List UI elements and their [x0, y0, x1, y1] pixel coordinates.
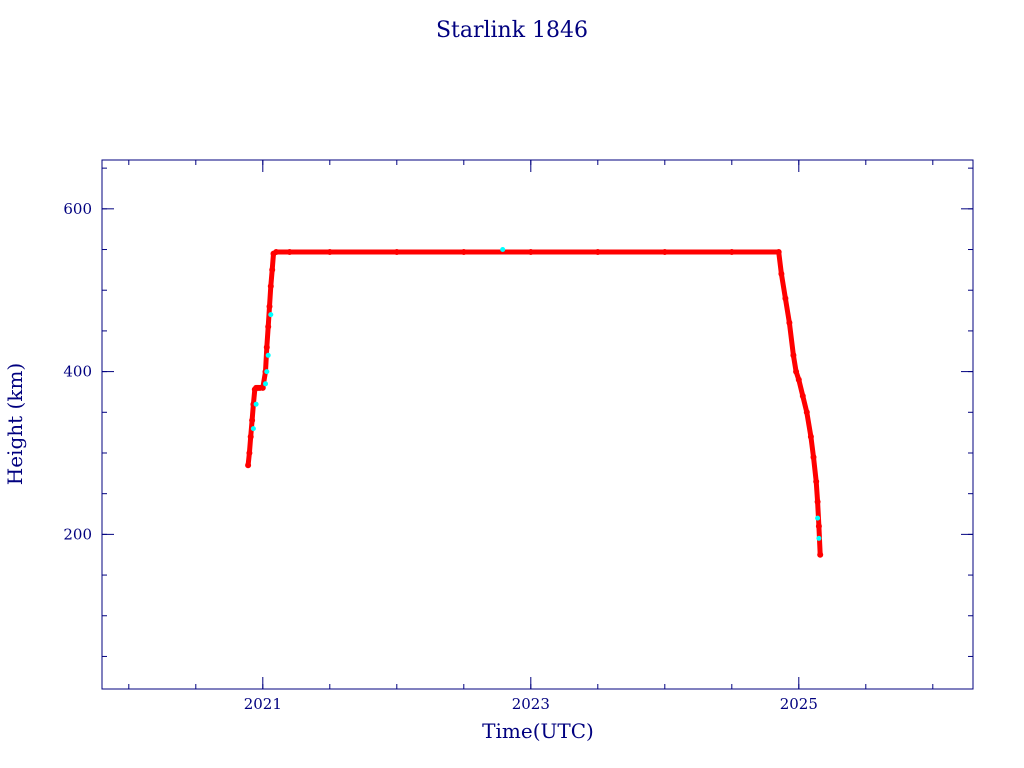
- data-point: [269, 266, 276, 273]
- major-ticks: [102, 160, 973, 689]
- minor-ticks: [102, 160, 973, 689]
- data-point: [795, 376, 802, 383]
- data-point: [814, 498, 821, 505]
- chart-title: Starlink 1846: [436, 18, 588, 43]
- data-point: [265, 352, 271, 358]
- y-tick-label: 200: [63, 525, 92, 543]
- data-point: [460, 249, 467, 255]
- data-point: [393, 249, 400, 255]
- series-layer: [245, 247, 824, 558]
- data-point: [807, 433, 814, 440]
- data-point: [594, 249, 601, 255]
- data-point: [250, 426, 256, 432]
- x-tick-label: 2021: [244, 695, 282, 713]
- data-point: [793, 368, 800, 375]
- data-point: [813, 478, 820, 485]
- data-point: [816, 535, 822, 541]
- data-point: [264, 369, 270, 375]
- data-point: [268, 312, 274, 318]
- data-point: [265, 323, 272, 330]
- data-point: [778, 270, 785, 277]
- y-tick-label: 400: [63, 363, 92, 381]
- series-0-trace: [245, 249, 823, 558]
- x-tick-label: 2023: [512, 695, 550, 713]
- y-axis-label: Height (km): [3, 363, 27, 485]
- data-point: [500, 247, 506, 252]
- data-point: [245, 462, 252, 469]
- data-point: [775, 249, 782, 255]
- data-point: [803, 409, 810, 416]
- data-point: [263, 381, 268, 387]
- data-point: [728, 249, 735, 255]
- x-axis-label: Time(UTC): [482, 719, 594, 743]
- data-point: [263, 344, 270, 351]
- series-1: [250, 247, 822, 541]
- x-tick-labels: 2021 2023 2025: [244, 695, 818, 713]
- data-point: [247, 433, 254, 440]
- y-tick-labels: 200 400 600: [63, 200, 92, 544]
- data-point: [266, 303, 273, 310]
- data-point: [326, 249, 333, 255]
- data-point: [246, 450, 253, 456]
- data-point: [815, 515, 821, 521]
- data-point: [527, 249, 534, 255]
- data-point: [253, 401, 259, 407]
- series-0: [245, 249, 824, 558]
- data-point: [249, 417, 256, 424]
- y-tick-label: 600: [63, 200, 92, 218]
- data-point: [259, 384, 266, 391]
- data-point: [267, 283, 274, 290]
- data-point: [661, 249, 668, 255]
- data-point: [782, 295, 789, 302]
- data-point: [817, 551, 824, 558]
- data-point: [815, 523, 822, 530]
- data-point: [810, 454, 817, 461]
- data-point: [273, 249, 280, 255]
- data-point: [786, 319, 793, 326]
- data-point: [799, 393, 806, 399]
- x-tick-label: 2025: [780, 695, 818, 713]
- data-point: [790, 352, 797, 359]
- plot-frame: [101, 159, 974, 690]
- data-point: [286, 249, 293, 255]
